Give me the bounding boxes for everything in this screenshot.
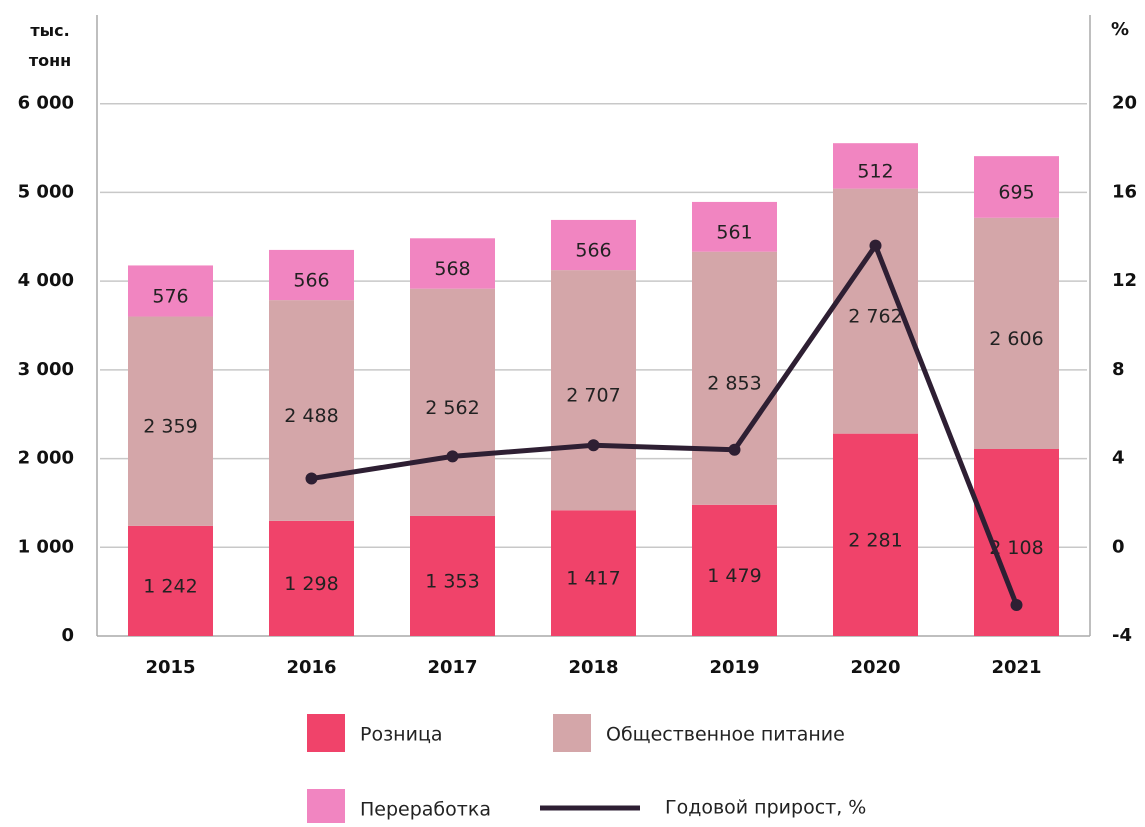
y-tick-label: 0 — [61, 625, 74, 646]
bar-segment — [974, 217, 1059, 449]
x-tick-label: 2018 — [568, 657, 618, 678]
data-label: 2 281 — [848, 529, 902, 551]
line-point — [446, 450, 459, 463]
bar-segment — [128, 525, 213, 636]
data-label: 1 242 — [143, 575, 197, 597]
data-label: 2 359 — [143, 416, 197, 438]
bar-segment — [269, 249, 354, 301]
legend-swatch — [307, 789, 345, 827]
data-label: 2 707 — [566, 385, 620, 407]
y2-tick-label: 0 — [1112, 536, 1125, 557]
y2-tick-label: -4 — [1112, 625, 1132, 646]
y2-axis-title: % — [1111, 19, 1129, 40]
y2-tick-label: 20 — [1112, 93, 1137, 114]
data-label: 1 298 — [284, 573, 338, 595]
y2-tick-label: 12 — [1112, 270, 1137, 291]
legend-label: Розница — [360, 724, 443, 746]
data-label: 568 — [434, 258, 470, 280]
x-tick-label: 2017 — [427, 657, 477, 678]
bar-segment — [410, 515, 495, 636]
data-label: 2 108 — [989, 537, 1043, 559]
legend-label: Годовой прирост, % — [665, 797, 866, 819]
x-tick-label: 2021 — [991, 657, 1041, 678]
line — [311, 243, 1019, 606]
line-point — [305, 472, 318, 485]
y-tick-label: 6 000 — [18, 93, 74, 114]
bar-segment — [692, 201, 777, 252]
data-label: 695 — [998, 181, 1034, 203]
y2-tick-label: 8 — [1112, 359, 1125, 380]
legend-label: Переработка — [360, 799, 491, 821]
bar-segment — [551, 219, 636, 271]
y-tick-label: 2 000 — [18, 448, 74, 469]
bar-segment — [974, 156, 1059, 218]
legend-label: Общественное питание — [606, 724, 845, 746]
x-tick-label: 2019 — [709, 657, 759, 678]
data-label: 2 488 — [284, 405, 338, 427]
data-label: 2 606 — [989, 328, 1043, 350]
bar-segment — [410, 238, 495, 289]
bar-segment — [833, 433, 918, 636]
y-tick-label: 3 000 — [18, 359, 74, 380]
data-label: 2 762 — [848, 306, 902, 328]
bar-segment — [128, 265, 213, 317]
data-label: 561 — [716, 221, 752, 243]
line-point — [869, 239, 882, 252]
data-label: 1 417 — [566, 568, 620, 590]
bar-segment — [410, 288, 495, 516]
y-tick-label: 4 000 — [18, 270, 74, 291]
y2-tick-label: 4 — [1112, 448, 1125, 469]
y-tick-label: 1 000 — [18, 536, 74, 557]
data-label: 1 479 — [707, 565, 761, 587]
bar-segment — [269, 520, 354, 636]
data-label: 566 — [575, 240, 611, 262]
data-label: 566 — [293, 270, 329, 292]
line-point — [728, 443, 741, 456]
bar-segment — [551, 510, 636, 636]
legend-swatch — [553, 714, 591, 752]
line-point — [1010, 598, 1023, 611]
y-tick-label: 5 000 — [18, 181, 74, 202]
data-label: 512 — [857, 160, 893, 182]
data-label: 1 353 — [425, 570, 479, 592]
x-tick-label: 2016 — [286, 657, 336, 678]
bar-segment — [551, 270, 636, 511]
bar-segment — [692, 251, 777, 505]
data-label: 2 853 — [707, 373, 761, 395]
y-axis-title: тыс. тонн — [28, 21, 72, 70]
data-label: 2 562 — [425, 397, 479, 419]
y2-tick-label: 16 — [1112, 181, 1137, 202]
data-label: 576 — [152, 285, 188, 307]
bar-segment — [692, 504, 777, 636]
legend-swatch — [307, 714, 345, 752]
x-tick-label: 2020 — [850, 657, 900, 678]
bar-segment — [128, 316, 213, 526]
x-tick-label: 2015 — [145, 657, 195, 678]
bar-segment — [833, 143, 918, 189]
line-point — [587, 439, 600, 452]
